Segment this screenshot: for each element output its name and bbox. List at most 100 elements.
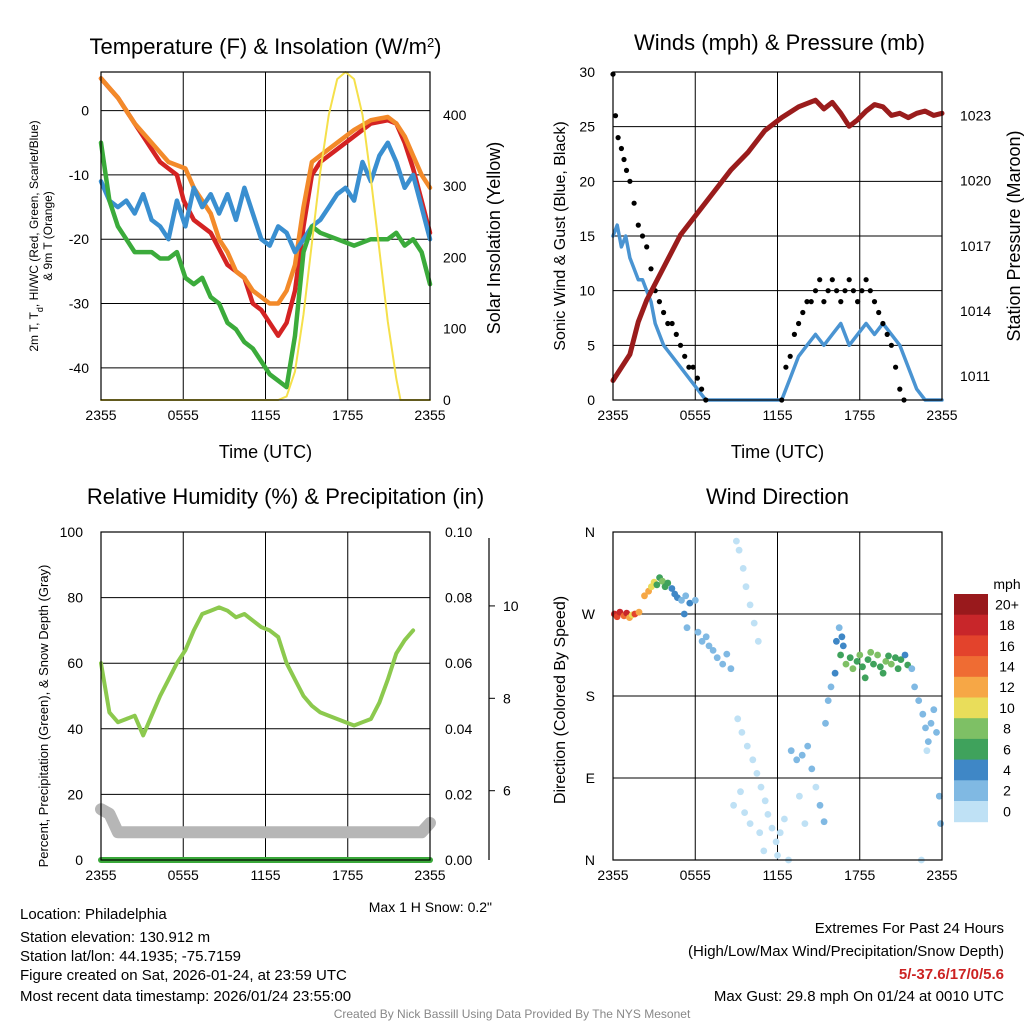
- wind-xtick-label: 0555: [680, 407, 711, 423]
- extremes-subtitle: (High/Low/Max Wind/Precipitation/Snow De…: [688, 943, 1004, 960]
- temp-ylabel: 2m T, Td, HI/WC (Red, Green, Scarlet/Blu…: [27, 120, 45, 351]
- temp-ytick-label: -10: [69, 167, 89, 183]
- temp-xtick-label: 1755: [332, 407, 363, 423]
- dir-point: [760, 847, 768, 855]
- rh-ytick-label: 80: [67, 590, 83, 606]
- wind-gust-point: [648, 266, 654, 272]
- wind-gust-point: [621, 156, 627, 163]
- dir-point: [923, 747, 931, 755]
- dir-point: [839, 642, 847, 650]
- dir-point: [713, 654, 721, 662]
- latlon-text: Station lat/lon: 44.1935; -75.7159: [20, 948, 242, 965]
- wind-ytick-label: 25: [579, 119, 595, 135]
- rh-ytick-label: 20: [67, 786, 83, 802]
- temp-frame: [100, 71, 431, 401]
- wind-gust-point: [863, 277, 869, 283]
- rh-xtick-label: 1155: [250, 867, 280, 883]
- wind-gust-point: [644, 244, 650, 250]
- dir-point: [924, 738, 932, 745]
- dir-point: [750, 619, 758, 627]
- temp-ylabel-2: & 9m T (Orange): [41, 191, 55, 281]
- dir-point: [682, 592, 690, 600]
- dir-point: [691, 596, 699, 604]
- elevation-text: Station elevation: 130.912 m: [20, 929, 211, 946]
- wind-series-pressure: [610, 97, 945, 383]
- dir-ytick-label: N: [585, 524, 595, 540]
- dir-point: [705, 642, 713, 650]
- temp-xtick-label: 2355: [85, 407, 116, 423]
- colorbar-swatch: [954, 594, 988, 616]
- dir-point: [727, 665, 735, 673]
- dir-point: [919, 710, 927, 718]
- dir-point: [804, 742, 812, 750]
- dir-point: [698, 637, 706, 645]
- colorbar-swatch: [954, 635, 988, 657]
- created-text: Figure created on Sat, 2026-01-24, at 23…: [20, 967, 347, 984]
- wind-xtick-label: 1755: [844, 407, 875, 423]
- credit-text: Created By Nick Bassill Using Data Provi…: [333, 1007, 691, 1021]
- dir-point: [842, 660, 850, 668]
- temp-series-dewpoint: [98, 140, 433, 255]
- dir-point: [743, 742, 751, 750]
- dir-point: [723, 650, 731, 658]
- temp-xtick-label: 2355: [414, 407, 445, 423]
- wind-gust-point: [850, 288, 857, 294]
- dir-ytick-label: E: [586, 770, 595, 786]
- rh-y2tick-label: 0.02: [445, 786, 472, 802]
- wind-gust-point: [661, 309, 667, 316]
- dir-point: [796, 792, 803, 800]
- wind-gust-point: [829, 277, 835, 283]
- wind-gust-point: [893, 364, 899, 370]
- temp-series-insolation: [100, 71, 431, 401]
- dir-point: [887, 660, 895, 668]
- wind-gust-point: [615, 135, 621, 141]
- temp-y2tick-label: 100: [443, 321, 467, 337]
- wind-gust-point: [639, 233, 646, 239]
- wind-y2tick-label: 1014: [960, 303, 991, 319]
- wind-gust-point: [791, 331, 798, 337]
- dir-point: [776, 829, 784, 837]
- dir-frame: [612, 531, 943, 861]
- dir-point: [737, 788, 744, 796]
- wind-gust-point: [884, 331, 890, 337]
- wind-gust-point: [838, 299, 844, 305]
- dir-point: [937, 820, 944, 827]
- wind-ytick-label: 10: [579, 283, 595, 299]
- dir-point: [885, 652, 892, 660]
- dir-point: [922, 724, 929, 732]
- dir-point: [768, 824, 776, 832]
- dir-point: [741, 809, 748, 816]
- rh-y2tick-label: 0.10: [445, 524, 472, 540]
- temp-ytick-label: -40: [69, 360, 89, 376]
- dir-point: [824, 697, 832, 704]
- colorbar-label: 14: [999, 658, 1015, 674]
- dir-point: [908, 665, 916, 673]
- rh-note: Max 1 H Snow: 0.2": [369, 899, 492, 915]
- dir-point: [709, 647, 717, 654]
- wind-gust-point: [677, 342, 684, 348]
- temp-series-windchill: [98, 140, 433, 390]
- dir-point: [678, 596, 685, 604]
- dir-point: [876, 663, 884, 671]
- wind-gust-point: [842, 288, 848, 294]
- wind-gust-point: [612, 113, 619, 119]
- dir-point: [680, 610, 688, 618]
- dir-point: [867, 648, 875, 656]
- colorbar-label: 2: [1003, 783, 1011, 799]
- colorbar-label: 0: [1003, 803, 1011, 819]
- dir-point: [746, 601, 754, 609]
- dir-point: [664, 579, 672, 587]
- dir-ytick-label: W: [582, 606, 596, 622]
- colorbar-swatch: [954, 614, 988, 636]
- dir-point: [859, 663, 866, 671]
- dir-point: [856, 651, 864, 659]
- wind-gust-point: [682, 353, 688, 359]
- dir-point: [838, 633, 846, 641]
- dir-point: [808, 765, 816, 773]
- wind-frame: [612, 71, 943, 401]
- wind-y2tick-label: 1011: [960, 368, 990, 384]
- wind-gust-point: [888, 342, 895, 348]
- wind-gust-point: [618, 145, 625, 152]
- rh-series-humidity: [99, 605, 416, 738]
